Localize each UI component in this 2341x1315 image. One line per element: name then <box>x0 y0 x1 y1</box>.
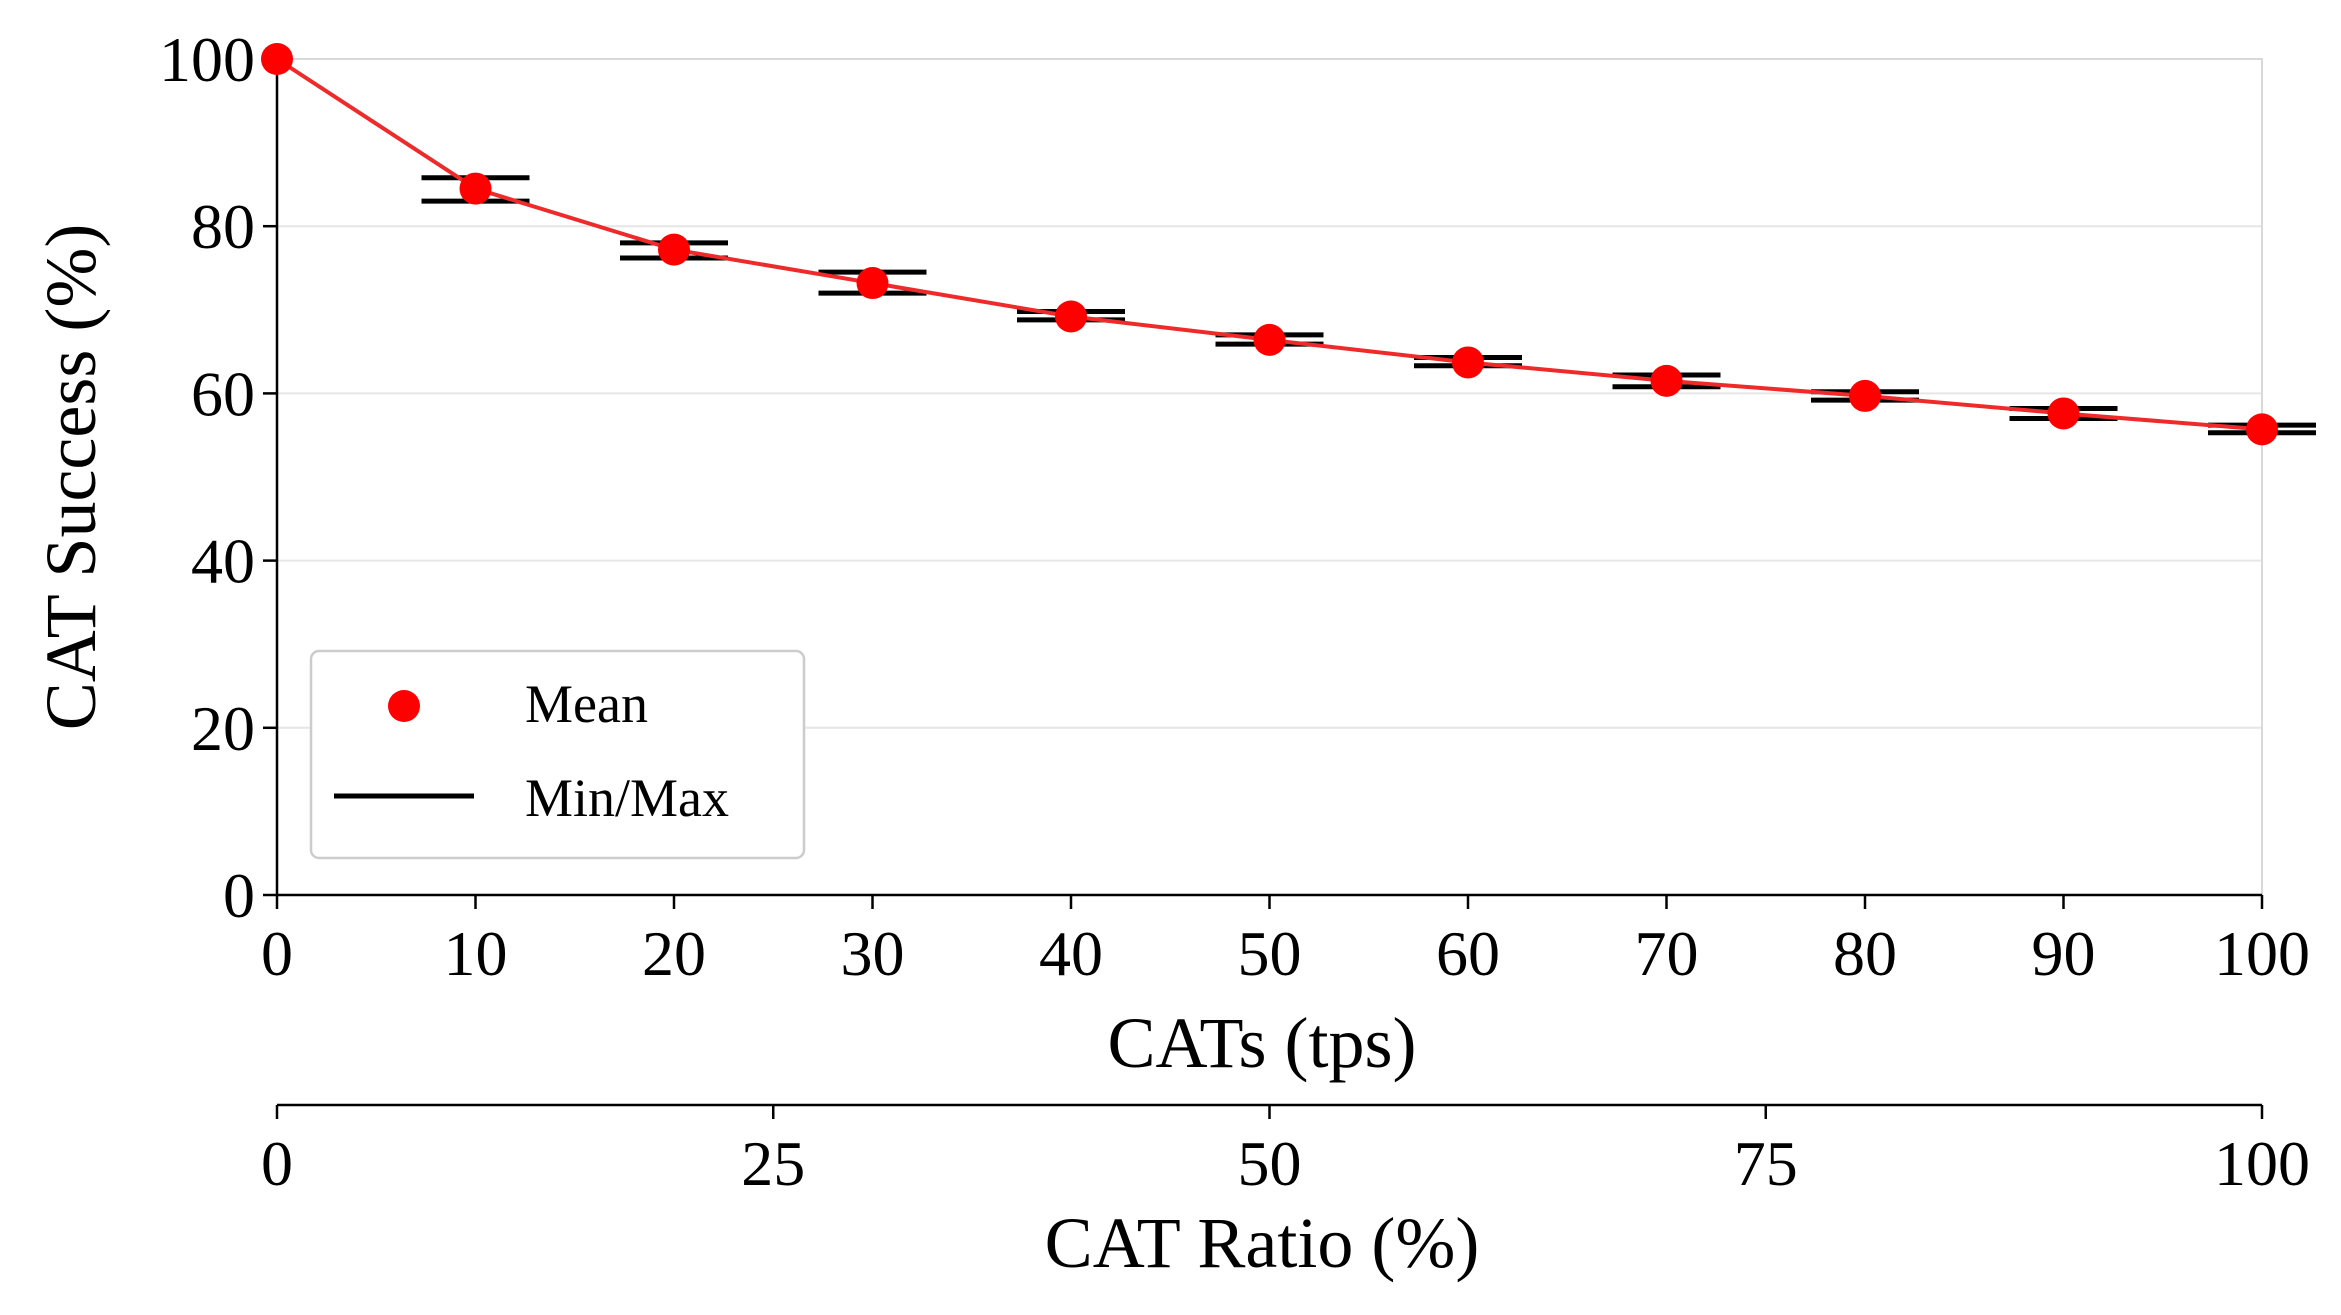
y-tick-label-2: 40 <box>191 526 255 597</box>
x-axis-ticks: 0 10 20 30 40 50 60 70 80 90 100 <box>261 895 2310 989</box>
x2-tick-label-3: 75 <box>1734 1128 1798 1199</box>
mean-point-30 <box>856 267 889 300</box>
mean-point-10 <box>459 172 492 205</box>
mean-point-40 <box>1055 300 1087 333</box>
y-axis-ticks: 0 20 40 60 80 100 <box>159 24 277 931</box>
secondary-x-axis-ticks: 0 25 50 75 100 <box>261 1105 2310 1199</box>
mean-point-60 <box>1452 346 1484 379</box>
secondary-x-axis-title: CAT Ratio (%) <box>1045 1203 1480 1283</box>
x-tick-label-2: 20 <box>642 918 706 989</box>
x-tick-label-8: 80 <box>1833 918 1897 989</box>
legend-mean-label: Mean <box>525 674 648 734</box>
x-tick-label-9: 90 <box>2032 918 2096 989</box>
x-tick-label-5: 50 <box>1238 918 1302 989</box>
mean-point-0 <box>261 43 293 75</box>
mean-point-80 <box>1849 379 1881 412</box>
x-tick-label-3: 30 <box>841 918 905 989</box>
y-axis-title: CAT Success (%) <box>31 224 111 731</box>
y-tick-label-4: 80 <box>191 191 255 262</box>
mean-series-line <box>275 57 2263 432</box>
y-tick-label-5: 100 <box>159 24 255 95</box>
legend-minmax-label: Min/Max <box>525 768 729 828</box>
x2-tick-label-2: 50 <box>1238 1128 1302 1199</box>
x-tick-label-0: 0 <box>261 918 293 989</box>
x2-tick-label-0: 0 <box>261 1128 293 1199</box>
mean-points <box>261 43 2278 446</box>
y-tick-label-3: 60 <box>191 358 255 429</box>
x-axis-title: CATs (tps) <box>1108 1003 1417 1083</box>
mean-point-90 <box>2047 397 2080 430</box>
y-tick-label-0: 0 <box>223 860 255 931</box>
legend: Mean Min/Max <box>309 649 806 860</box>
mean-point-20 <box>658 233 690 266</box>
x-tick-label-4: 40 <box>1039 918 1103 989</box>
mean-point-50 <box>1253 323 1286 356</box>
min-max-bars <box>421 175 2316 436</box>
y-tick-label-1: 20 <box>191 693 255 764</box>
mean-point-100 <box>2246 413 2278 446</box>
legend-mean-marker <box>388 690 420 722</box>
x2-tick-label-4: 100 <box>2214 1128 2310 1199</box>
mean-point-70 <box>1650 364 1683 397</box>
legend-box <box>309 649 806 860</box>
x-tick-label-7: 70 <box>1635 918 1699 989</box>
x-tick-label-10: 100 <box>2214 918 2310 989</box>
x2-tick-label-1: 25 <box>741 1128 805 1199</box>
grid-lines <box>277 225 2262 729</box>
x-tick-label-6: 60 <box>1436 918 1500 989</box>
x-tick-label-1: 10 <box>444 918 508 989</box>
